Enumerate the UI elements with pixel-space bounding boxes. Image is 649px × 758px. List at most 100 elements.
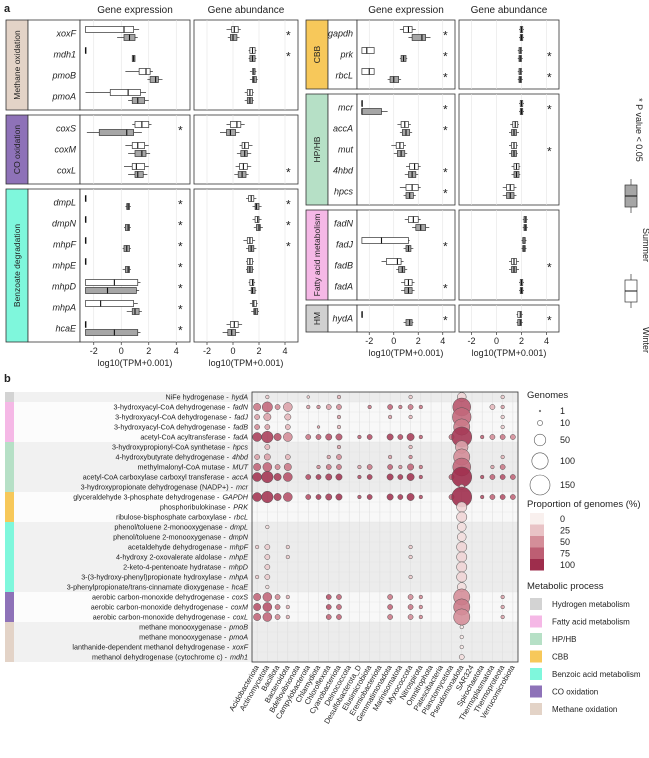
bubble: [357, 474, 362, 480]
row-label: acetaldehyde dehydrogenase - mhpF: [128, 543, 249, 552]
gene-name: fadB: [233, 423, 248, 432]
bubble: [265, 394, 270, 400]
row-label: 3-hydroxypropionyl-CoA synthetase - hpcs: [112, 443, 248, 452]
bubble: [480, 474, 485, 480]
bubble: [283, 432, 293, 442]
bubble: [388, 414, 393, 420]
group-label: HM: [312, 312, 322, 325]
bubble: [451, 466, 472, 488]
bubble: [418, 434, 423, 440]
bubble: [500, 594, 505, 600]
box: [226, 129, 236, 136]
significance-star: *: [443, 103, 448, 117]
label-band: [14, 442, 252, 492]
bubble: [285, 614, 290, 620]
bubble: [283, 402, 293, 412]
bubble: [456, 511, 468, 523]
bubble: [499, 474, 506, 480]
gene-label: coxL: [57, 166, 76, 176]
group-strip: [5, 442, 14, 492]
group-label: CO oxidation: [12, 125, 22, 174]
box: [98, 129, 134, 136]
gene-name: coxM: [231, 603, 248, 612]
bubble: [261, 401, 273, 413]
significance-star: *: [547, 145, 552, 159]
significance-star: *: [443, 282, 448, 296]
bubble: [254, 454, 260, 460]
gene-name: fadA: [233, 433, 248, 442]
significance-star: *: [178, 219, 183, 233]
gene-label: mhpF: [53, 240, 77, 250]
bubble: [407, 463, 414, 471]
gene-name: hpcs: [233, 443, 249, 452]
row-label: 3-hydroxyacyl-CoA dehydrogenase - fadN: [114, 403, 249, 412]
bubble: [387, 604, 393, 610]
legend-star: * P value < 0.05: [634, 98, 644, 162]
box: [131, 163, 145, 170]
gene-label: hpcs: [334, 187, 354, 197]
significance-star: *: [178, 303, 183, 317]
box: [249, 279, 255, 286]
group-label: Methane oxidation: [12, 30, 22, 100]
legend-title: Genomes: [527, 390, 568, 401]
enzyme-name: 3-hydroxyacyl-CoA dehydrogenase -: [115, 413, 232, 422]
box: [389, 76, 400, 83]
bubble: [335, 433, 343, 441]
legend-label: 75: [560, 549, 570, 559]
row-label: 2-keto-4-pentenoate hydratase - mhpD: [123, 563, 248, 572]
bubble: [386, 473, 394, 481]
significance-star: *: [547, 261, 552, 275]
gene-label: gapdh: [328, 29, 353, 39]
bubble: [489, 434, 496, 440]
box: [131, 308, 140, 315]
gene-label: fadN: [334, 219, 354, 229]
enzyme-name: ribulose-bisphosphate carboxylase -: [116, 513, 232, 522]
bubble: [406, 473, 415, 481]
bubble: [500, 604, 505, 610]
x-tick-label: 4: [174, 346, 179, 356]
enzyme-name: 3-hydroxyacyl-CoA dehydrogenase -: [114, 403, 231, 412]
box: [134, 150, 147, 157]
legend-swatch: [530, 536, 544, 548]
significance-star: *: [286, 29, 291, 43]
x-tick-label: -2: [467, 336, 475, 346]
bubble: [456, 501, 468, 513]
bubble: [305, 434, 312, 440]
legend-title: Metabolic process: [527, 581, 604, 592]
group-band: [252, 442, 518, 492]
bubble: [336, 604, 342, 610]
gene-name: 4hbd: [232, 453, 249, 462]
significance-star: *: [443, 240, 448, 254]
legend-label: 0: [560, 514, 565, 524]
bubble: [305, 494, 312, 500]
box: [241, 142, 249, 149]
legend-label: 25: [560, 526, 570, 536]
group-label: Fatty acid metabolism: [312, 214, 322, 297]
bubble: [357, 494, 362, 500]
gene-label: mhpA: [52, 303, 76, 313]
bubble: [489, 404, 496, 410]
box: [131, 142, 145, 149]
box: [230, 34, 238, 41]
x-tick-label: -2: [90, 346, 98, 356]
significance-star: *: [443, 29, 448, 43]
bubble: [456, 571, 468, 583]
significance-star: *: [286, 240, 291, 254]
gene-label: mdh1: [53, 50, 76, 60]
bubble: [261, 470, 274, 484]
x-tick-label: 4: [282, 346, 287, 356]
bubble: [336, 414, 342, 420]
bubble: [510, 434, 516, 440]
bubble: [263, 453, 271, 461]
bubble: [255, 574, 260, 580]
bubble: [407, 404, 414, 410]
bubble: [407, 594, 414, 600]
bubble: [510, 474, 516, 480]
enzyme-name: acetaldehyde dehydrogenase -: [128, 543, 227, 552]
bubble: [261, 490, 274, 504]
box: [409, 163, 419, 170]
gene-label: coxS: [56, 124, 76, 134]
row-label: aerobic carbon-monoxide dehydrogenase -c…: [92, 593, 248, 602]
x-tick-label: 2: [146, 346, 151, 356]
x-tick-label: 0: [230, 346, 235, 356]
